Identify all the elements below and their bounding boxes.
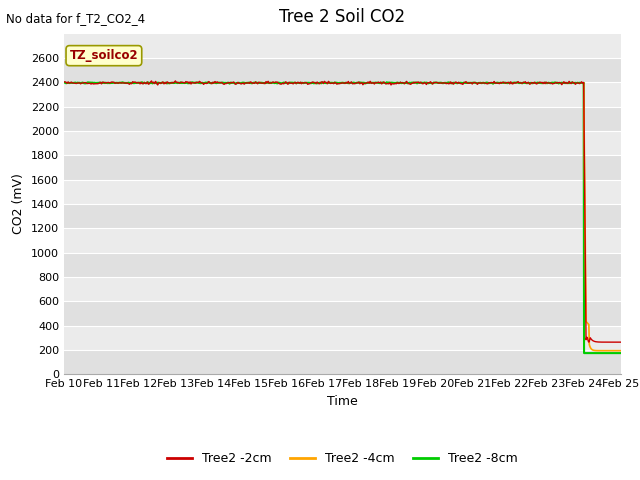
Bar [64, 180, 621, 204]
Text: No data for f_T2_CO2_4: No data for f_T2_CO2_4 [6, 12, 145, 25]
Y-axis label: CO2 (mV): CO2 (mV) [12, 174, 26, 234]
Bar [64, 277, 621, 301]
Bar [64, 252, 621, 277]
Bar [64, 204, 621, 228]
Legend: Tree2 -2cm, Tree2 -4cm, Tree2 -8cm: Tree2 -2cm, Tree2 -4cm, Tree2 -8cm [162, 447, 523, 470]
Bar [64, 131, 621, 156]
Bar [64, 82, 621, 107]
Text: TZ_soilco2: TZ_soilco2 [70, 49, 138, 62]
Bar [64, 350, 621, 374]
Title: Tree 2 Soil CO2: Tree 2 Soil CO2 [279, 9, 406, 26]
X-axis label: Time: Time [327, 395, 358, 408]
Bar [64, 228, 621, 252]
Bar [64, 107, 621, 131]
Bar [64, 58, 621, 82]
Bar [64, 156, 621, 180]
Bar [64, 301, 621, 326]
Bar [64, 326, 621, 350]
